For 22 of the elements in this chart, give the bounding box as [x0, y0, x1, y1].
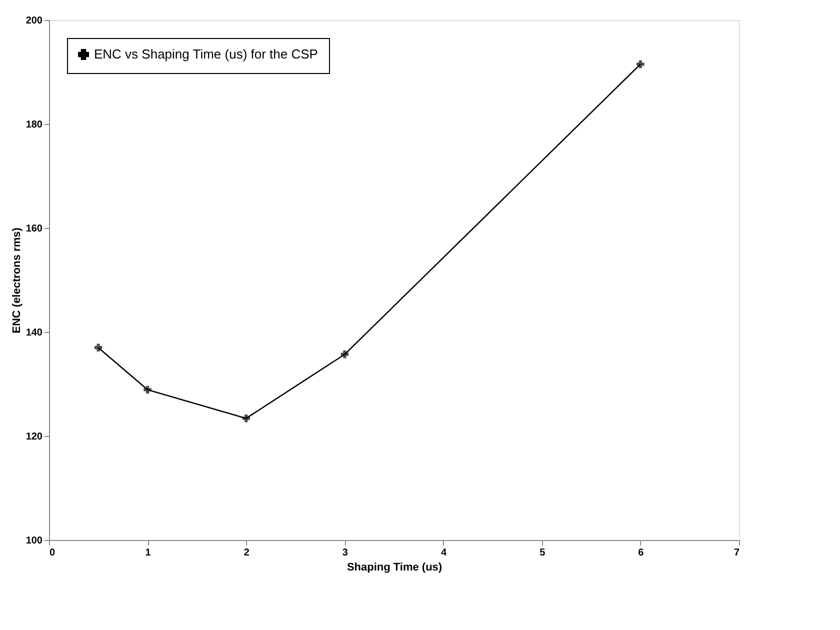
point: [94, 344, 102, 352]
y-tick-label: 180: [26, 120, 43, 130]
point: [242, 414, 250, 422]
point: [144, 386, 152, 394]
x-tick-label: 6: [638, 548, 644, 558]
y-tick-label: 100: [26, 536, 43, 546]
x-tick-label: 2: [244, 548, 250, 558]
point: [636, 60, 644, 68]
x-tick-label: 3: [342, 548, 348, 558]
x-axis-title: Shaping Time (us): [346, 562, 442, 574]
x-tick-label: 4: [441, 548, 448, 558]
x-tick-label: 5: [540, 548, 546, 558]
x-tick-label: 7: [734, 548, 740, 558]
point: [340, 350, 349, 358]
legend-label: ENC vs Shaping Time (us) for the CSP: [94, 46, 318, 62]
y-tick-label: 160: [26, 224, 43, 234]
x-tick-label: 1: [145, 548, 152, 558]
y-tick-label: 200: [26, 16, 43, 26]
y-axis-title: ENC (electrons rms): [10, 227, 23, 334]
x-tick-label: 0: [50, 548, 56, 558]
y-tick-label: 120: [26, 432, 43, 442]
y-tick-label: 140: [26, 328, 43, 338]
